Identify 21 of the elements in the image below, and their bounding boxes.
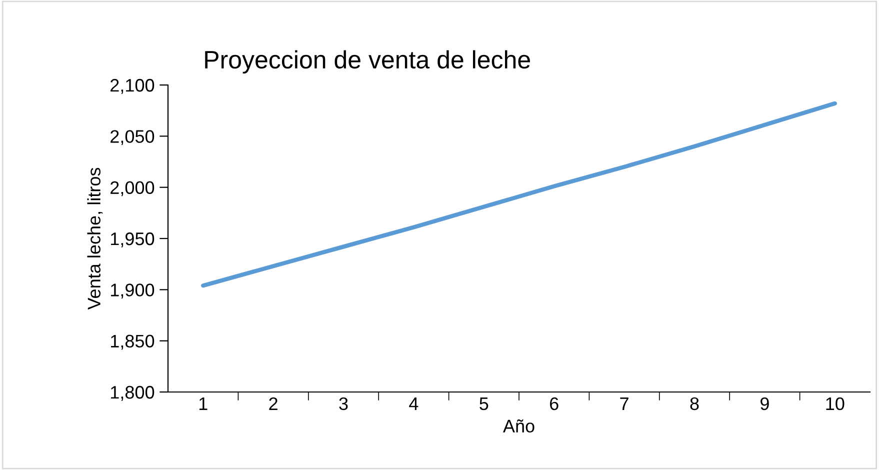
- y-tick-label: 1,950: [111, 232, 154, 248]
- y-axis-title: Venta leche, litros: [87, 168, 103, 310]
- y-tick-label: 1,850: [111, 334, 154, 350]
- x-axis-title: Año: [502, 419, 534, 433]
- y-tick-label: 1,800: [111, 386, 154, 401]
- y-tick-label: 1,900: [111, 284, 154, 299]
- x-tick-label: 7: [620, 398, 628, 410]
- x-tick-label: 4: [409, 398, 418, 410]
- y-tick-label: 2,050: [110, 130, 154, 146]
- x-tick-label: 2: [269, 397, 278, 410]
- x-tick-label: 5: [480, 398, 488, 410]
- x-tick-label: 9: [760, 397, 769, 410]
- line-series: [201, 101, 837, 288]
- x-tick-label: 6: [550, 397, 558, 410]
- x-tick-label: 3: [339, 397, 348, 410]
- x-tick-label: 8: [690, 397, 699, 410]
- x-tick-label: 10: [826, 397, 844, 410]
- x-tick-label: 1: [199, 398, 208, 410]
- y-tick-label: 2,100: [110, 78, 154, 94]
- y-tick-label: 2,000: [110, 181, 154, 196]
- chart-title: Proyeccion de venta de leche: [205, 50, 530, 74]
